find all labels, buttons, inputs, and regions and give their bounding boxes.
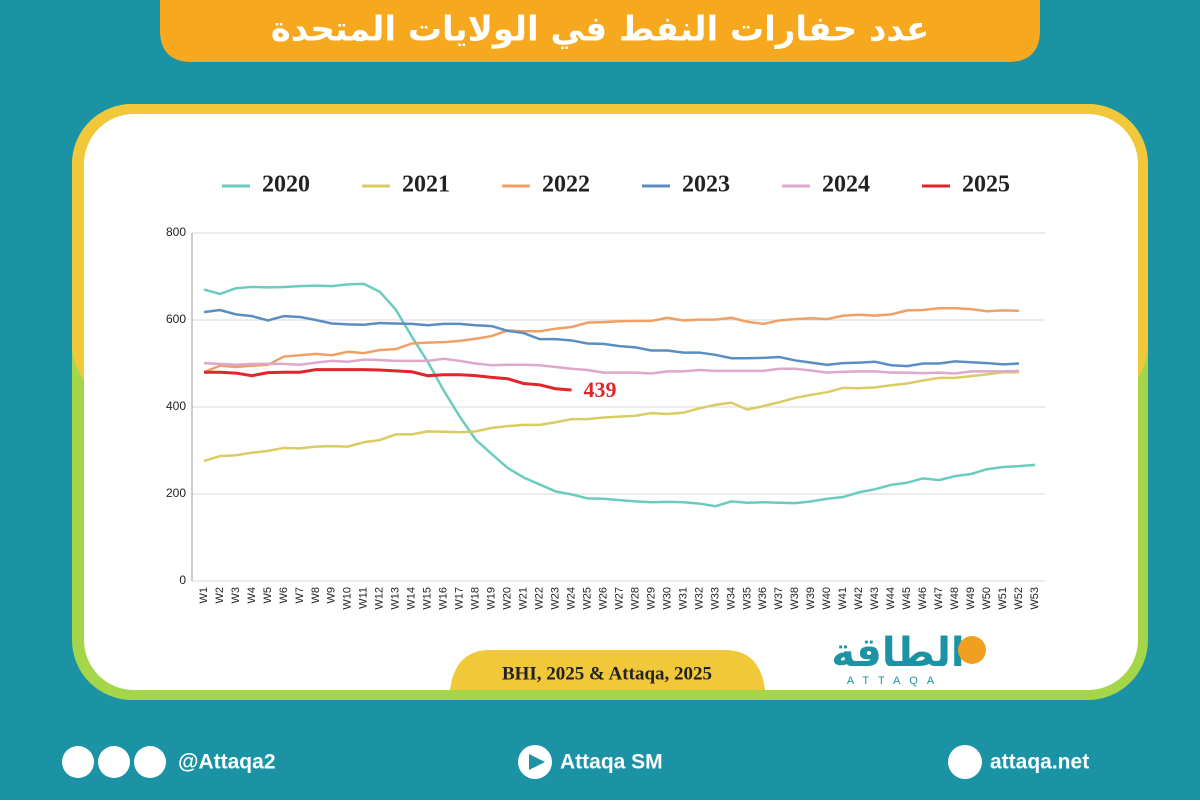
- logo-latin: ATTAQA: [847, 675, 943, 687]
- website: attaqa.net: [990, 751, 1089, 774]
- x-tick-label: W39: [805, 587, 817, 610]
- facebook-icon: [134, 746, 166, 778]
- source-tab: [450, 650, 765, 690]
- legend-label: 2023: [682, 172, 730, 198]
- logo-icon: [958, 636, 986, 664]
- x-tick-label: W44: [885, 587, 897, 610]
- x-tick-label: W30: [661, 587, 673, 610]
- social-handle: @Attaqa2: [178, 751, 276, 774]
- series-line: [203, 357, 1020, 375]
- y-tick-label: 600: [166, 312, 186, 326]
- series-line: [203, 370, 1020, 463]
- x-tick-label: W53: [1029, 587, 1041, 610]
- logo-text: الطاقة: [831, 630, 964, 676]
- x-tick-label: W1: [198, 587, 210, 604]
- x-tick-label: W46: [917, 587, 929, 610]
- legend-label: 2020: [262, 172, 310, 198]
- x-tick-label: W48: [949, 587, 961, 610]
- x-tick-label: W8: [310, 587, 322, 604]
- x-tick-label: W14: [406, 587, 418, 610]
- title: عدد حفارات النفط في الولايات المتحدة: [271, 10, 930, 50]
- x-tick-label: W50: [981, 587, 993, 610]
- x-tick-label: W19: [486, 587, 498, 610]
- y-tick-label: 0: [179, 573, 186, 587]
- x-tick-label: W20: [502, 587, 514, 610]
- x-tick-label: W34: [725, 587, 737, 610]
- x-tick-label: W21: [518, 587, 530, 610]
- x-tick-label: W36: [757, 587, 769, 610]
- legend-label: 2022: [542, 172, 590, 198]
- instagram-icon: [98, 746, 130, 778]
- x-tick-label: W41: [837, 587, 849, 610]
- y-tick-label: 800: [166, 225, 186, 239]
- x-tick-label: W47: [933, 587, 945, 610]
- series-line: [203, 308, 1020, 368]
- x-tick-label: W22: [534, 587, 546, 610]
- y-tick-label: 400: [166, 399, 186, 413]
- source: BHI, 2025 & Attaqa, 2025: [502, 663, 712, 684]
- x-tick-label: W5: [262, 587, 274, 604]
- x-tick-label: W23: [549, 587, 561, 610]
- x-tick-label: W52: [1013, 587, 1025, 610]
- x-tick-label: W45: [901, 587, 913, 610]
- x-tick-label: W7: [294, 587, 306, 604]
- title-banner: [160, 0, 1040, 62]
- web-icon: [948, 745, 982, 779]
- series-line: [203, 282, 1036, 508]
- annotation: 439: [584, 377, 617, 402]
- x-tick-label: W10: [342, 587, 354, 610]
- legend-label: 2025: [962, 172, 1010, 198]
- x-tick-label: W42: [853, 587, 865, 610]
- plot: 0 200 400 600 800 W1 W2 W3 W4 W5 W6 W7 W8 W9 W10 W11 W12…: [166, 172, 1045, 610]
- x-tick-label: W6: [278, 587, 290, 604]
- x-tick-label: W4: [246, 587, 258, 604]
- x-icon: [62, 746, 94, 778]
- series-line: [203, 368, 572, 392]
- x-tick-label: W2: [214, 587, 226, 604]
- x-tick-label: W13: [390, 587, 402, 610]
- x-tick-label: W16: [438, 587, 450, 610]
- x-tick-label: W37: [773, 587, 785, 610]
- x-tick-label: W15: [422, 587, 434, 610]
- x-tick-label: W38: [789, 587, 801, 610]
- x-tick-label: W9: [326, 587, 338, 604]
- x-tick-label: W31: [677, 587, 689, 610]
- x-tick-label: W33: [709, 587, 721, 610]
- x-tick-label: W43: [869, 587, 881, 610]
- x-tick-label: W3: [230, 587, 242, 604]
- x-tick-label: W12: [374, 587, 386, 610]
- x-tick-label: W11: [358, 587, 370, 609]
- x-tick-label: W24: [565, 587, 577, 610]
- legend-label: 2021: [402, 172, 450, 198]
- x-tick-label: W26: [597, 587, 609, 610]
- x-tick-label: W49: [965, 587, 977, 610]
- y-tick-label: 200: [166, 486, 186, 500]
- legend-label: 2024: [822, 172, 870, 198]
- x-tick-label: W32: [693, 587, 705, 610]
- youtube-play: [529, 754, 545, 770]
- card: [84, 114, 1138, 690]
- x-tick-label: W25: [581, 587, 593, 610]
- youtube-handle: Attaqa SM: [560, 751, 663, 774]
- x-tick-label: W28: [629, 587, 641, 610]
- x-tick-label: W35: [741, 587, 753, 610]
- x-tick-label: W29: [645, 587, 657, 610]
- x-tick-label: W40: [821, 587, 833, 610]
- series-line: [203, 307, 1020, 374]
- x-tick-label: W27: [613, 587, 625, 610]
- x-tick-label: W17: [454, 587, 466, 610]
- x-tick-label: W51: [997, 587, 1009, 610]
- x-tick-label: W18: [470, 587, 482, 610]
